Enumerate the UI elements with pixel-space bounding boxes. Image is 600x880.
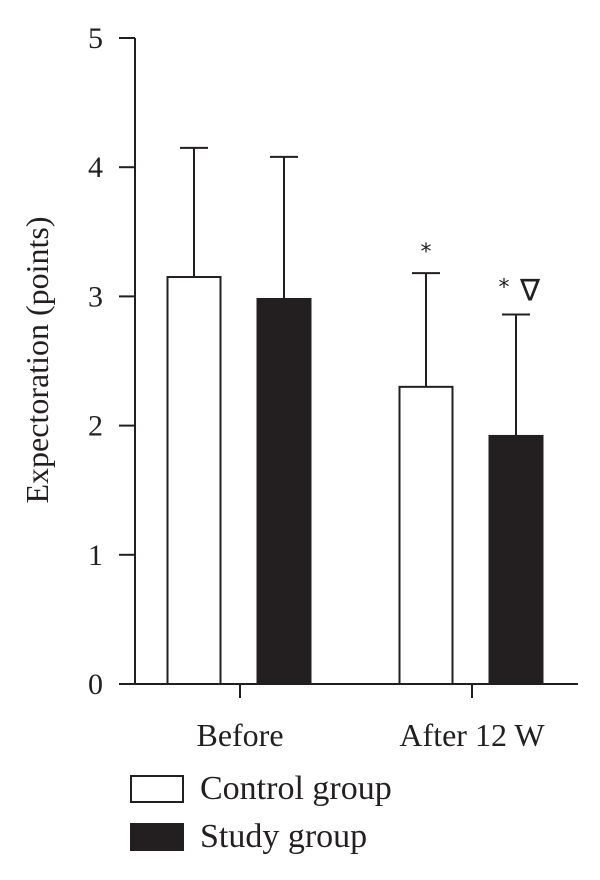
legend-item-control: Control group xyxy=(130,770,392,807)
y-axis-label: Expectoration (points) xyxy=(19,216,55,503)
y-tick-label: 0 xyxy=(88,668,103,701)
error-bars xyxy=(180,146,530,436)
legend: Control group Study group xyxy=(130,770,392,855)
y-tick-label: 5 xyxy=(88,22,103,55)
significance-star: * xyxy=(499,275,510,300)
x-axis: Before After 12 W xyxy=(135,683,578,753)
y-tick-label: 3 xyxy=(88,280,103,313)
significance-triangle: ∇ xyxy=(519,273,541,308)
x-tick-label: Before xyxy=(196,717,283,753)
significance-star: * xyxy=(421,240,432,265)
y-tick-label: 4 xyxy=(88,151,103,184)
legend-label: Control group xyxy=(200,770,392,807)
bar-study-after xyxy=(488,434,544,685)
bar-study-before xyxy=(256,297,312,685)
bar-control-after xyxy=(398,385,454,685)
x-tick-label: After 12 W xyxy=(399,717,545,753)
legend-swatch xyxy=(130,823,184,851)
legend-item-study: Study group xyxy=(130,818,367,855)
y-tick-label: 2 xyxy=(88,410,103,443)
y-tick-label: 1 xyxy=(88,539,103,572)
y-axis: 0 1 2 3 4 5 xyxy=(88,22,136,701)
legend-swatch xyxy=(130,775,184,803)
bars xyxy=(166,276,544,685)
legend-label: Study group xyxy=(200,818,367,855)
significance-annotations: * * ∇ xyxy=(421,240,541,308)
bar-control-before xyxy=(166,276,222,685)
